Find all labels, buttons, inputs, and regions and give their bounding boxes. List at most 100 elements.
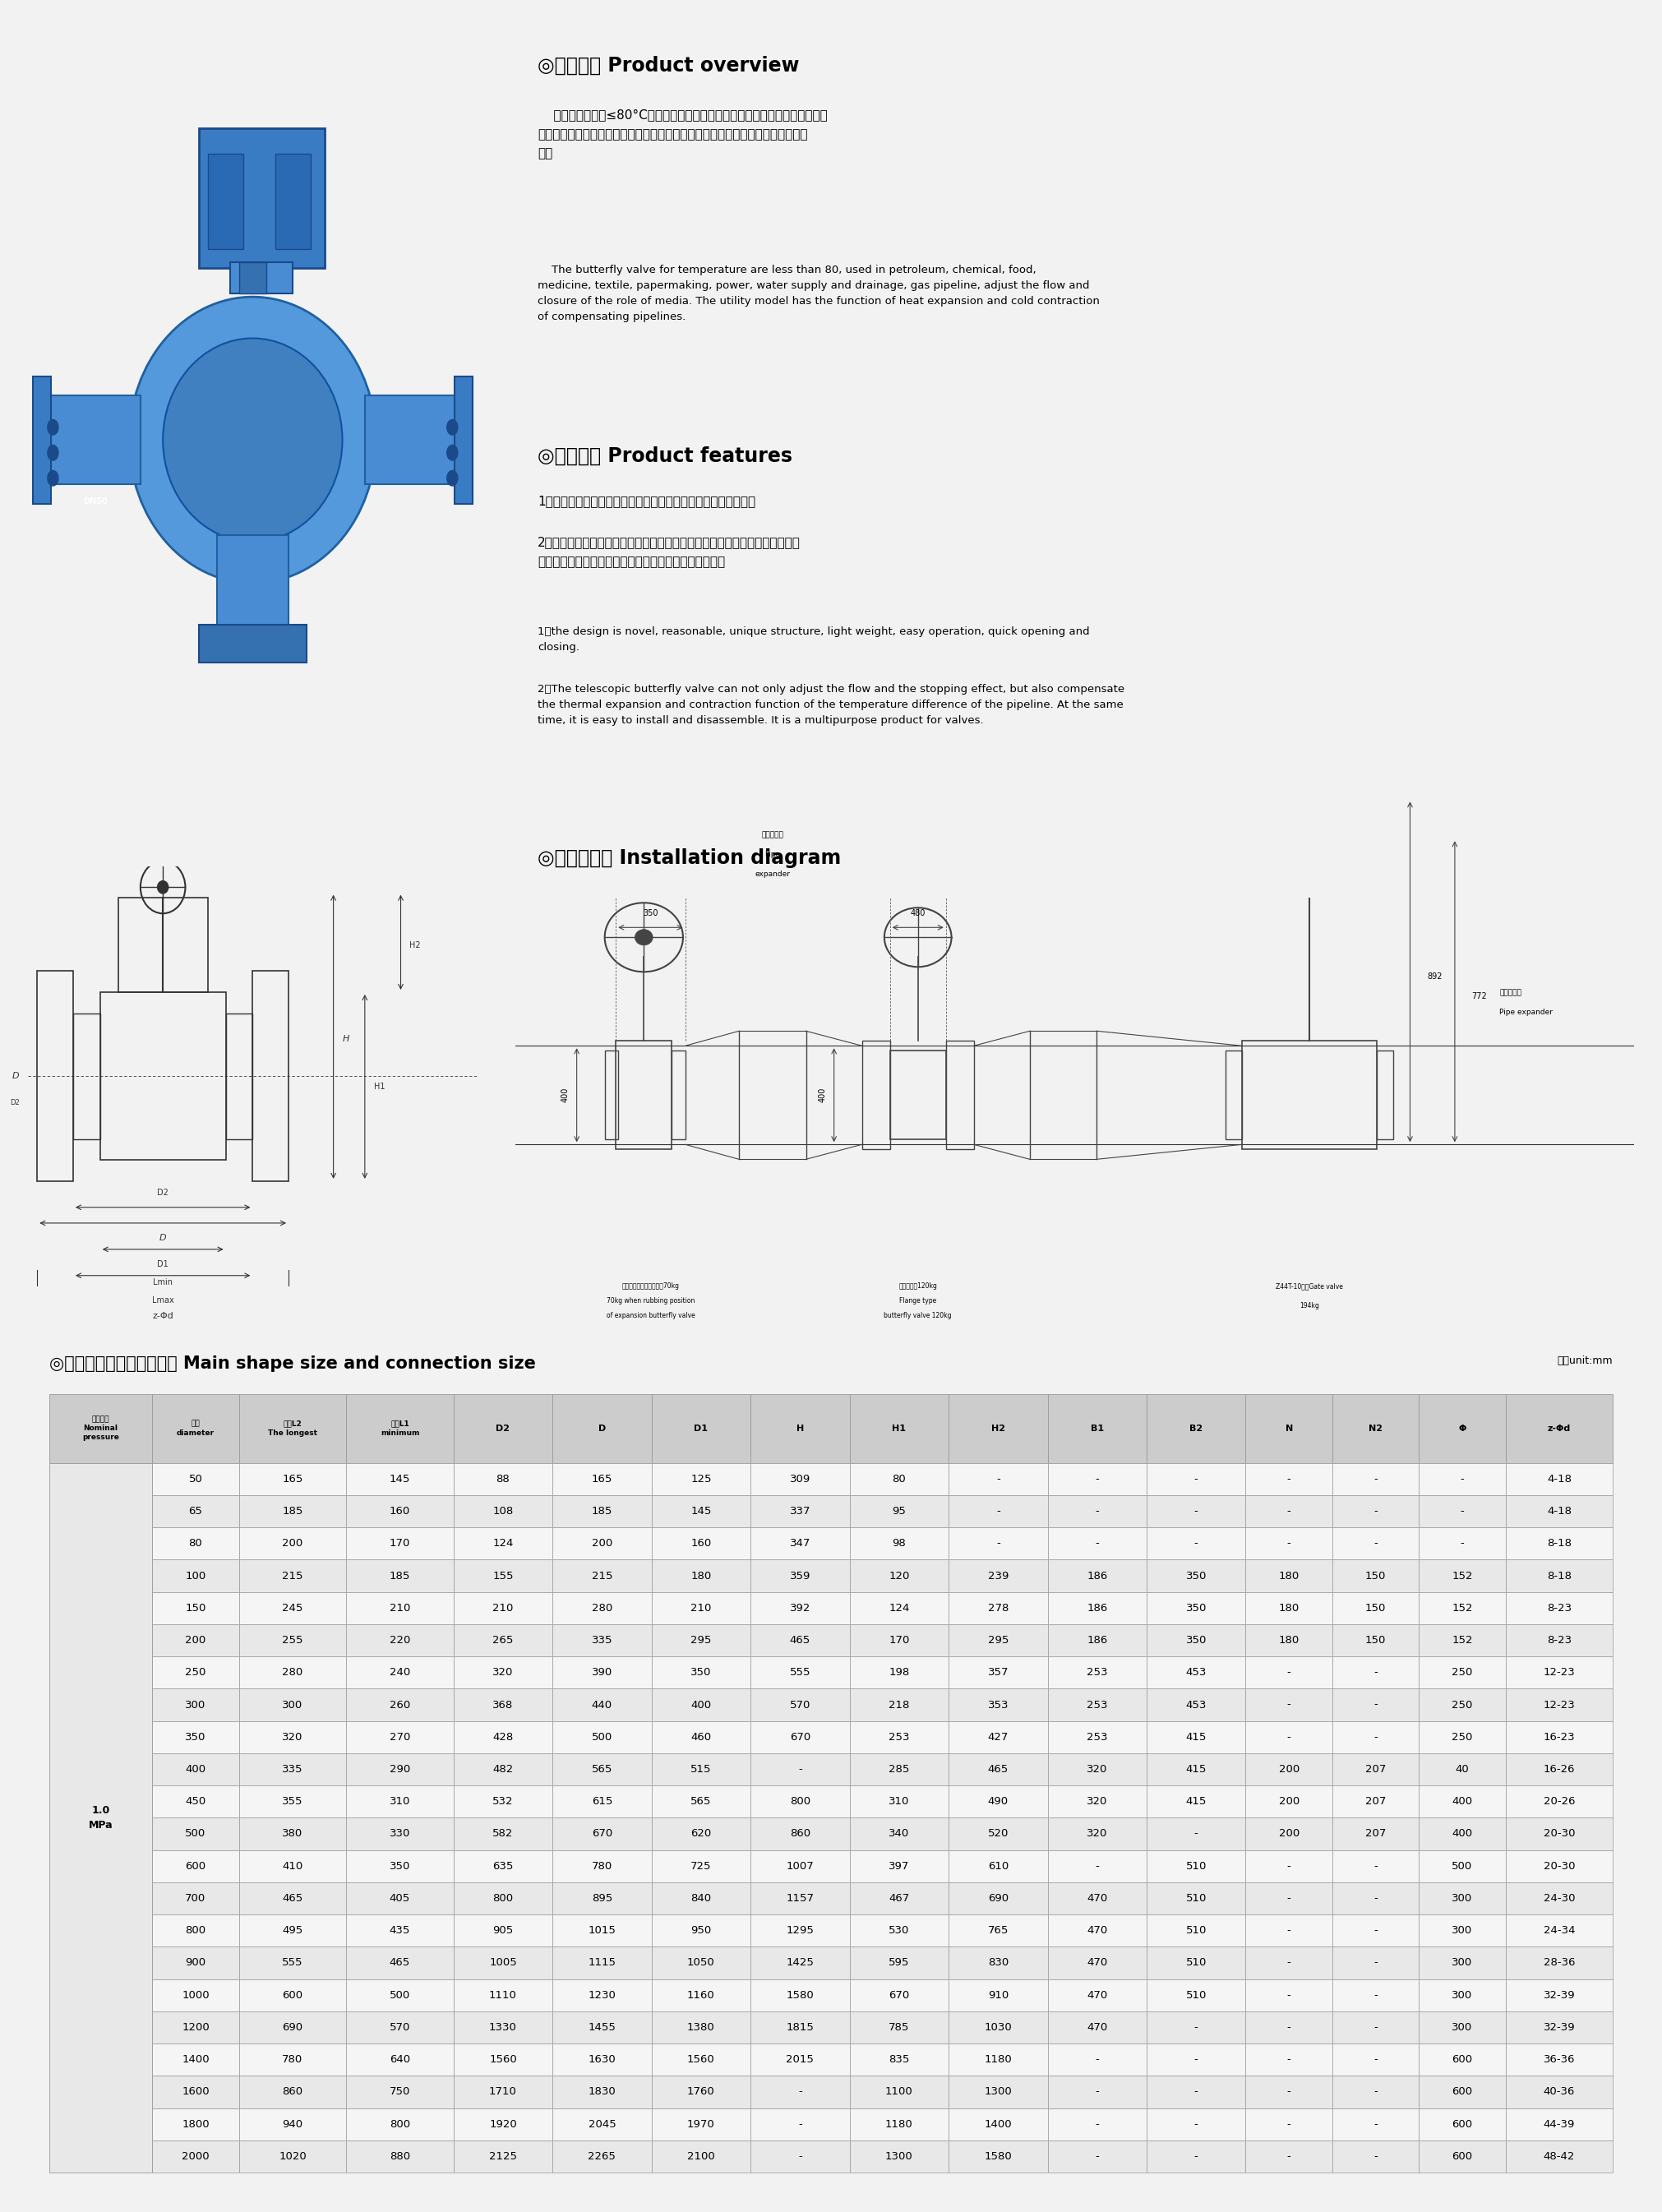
Bar xyxy=(552,1688,652,1721)
Text: ◎主要外形尺寸和连接尺寸 Main shape size and connection size: ◎主要外形尺寸和连接尺寸 Main shape size and connect… xyxy=(50,1356,535,1371)
Bar xyxy=(1245,1980,1333,2011)
Bar xyxy=(229,261,293,294)
Text: 直径
diameter: 直径 diameter xyxy=(176,1420,214,1438)
Bar xyxy=(1245,2141,1333,2172)
Bar xyxy=(751,1947,849,1980)
Text: -: - xyxy=(1286,2119,1291,2130)
Bar xyxy=(1333,1882,1419,1916)
Bar xyxy=(652,1980,751,2011)
Text: 335: 335 xyxy=(592,1635,613,1646)
Text: 145: 145 xyxy=(691,1506,711,1517)
Text: 194kg: 194kg xyxy=(1300,1303,1320,1310)
Bar xyxy=(1419,2044,1506,2075)
Bar xyxy=(849,1394,949,1462)
Bar xyxy=(751,2075,849,2108)
Text: 470: 470 xyxy=(1087,1924,1107,1936)
Text: 480: 480 xyxy=(911,909,926,918)
Text: H: H xyxy=(342,1035,349,1044)
Text: 2125: 2125 xyxy=(489,2150,517,2161)
Text: 350: 350 xyxy=(389,1860,411,1871)
Text: 515: 515 xyxy=(690,1763,711,1774)
Bar xyxy=(153,1688,239,1721)
Bar xyxy=(216,535,289,630)
Bar xyxy=(1419,1947,1506,1980)
Text: 785: 785 xyxy=(889,2022,909,2033)
Text: -: - xyxy=(1195,2022,1198,2033)
Text: -: - xyxy=(1286,1668,1291,1679)
Text: 295: 295 xyxy=(987,1635,1009,1646)
Text: 150: 150 xyxy=(184,1604,206,1613)
Text: 353: 353 xyxy=(987,1699,1009,1710)
Text: 400: 400 xyxy=(1453,1796,1473,1807)
Text: -: - xyxy=(1095,1506,1099,1517)
Bar xyxy=(454,1528,552,1559)
Text: 152: 152 xyxy=(1453,1604,1473,1613)
Bar xyxy=(552,1916,652,1947)
Bar xyxy=(42,396,141,484)
Bar xyxy=(346,1785,454,1818)
Text: 1180: 1180 xyxy=(886,2119,912,2130)
Text: Pipe expander: Pipe expander xyxy=(1499,1009,1552,1015)
Text: expander: expander xyxy=(755,872,789,878)
Bar xyxy=(1047,1916,1147,1947)
Text: 186: 186 xyxy=(1087,1571,1107,1582)
Bar xyxy=(552,2044,652,2075)
Text: 98: 98 xyxy=(892,1537,906,1548)
Bar xyxy=(1419,1495,1506,1528)
Text: 260: 260 xyxy=(389,1699,411,1710)
Text: 24-30: 24-30 xyxy=(1544,1893,1576,1905)
Text: 510: 510 xyxy=(1185,1958,1207,1969)
Bar xyxy=(239,2044,346,2075)
Bar xyxy=(153,1785,239,1818)
Bar xyxy=(153,1495,239,1528)
Bar xyxy=(253,971,289,1181)
Text: 340: 340 xyxy=(889,1829,909,1838)
Bar xyxy=(849,1688,949,1721)
Bar xyxy=(652,1495,751,1528)
Text: 600: 600 xyxy=(1453,2150,1473,2161)
Bar xyxy=(239,2108,346,2141)
Bar xyxy=(1245,1947,1333,1980)
Bar xyxy=(1506,1495,1612,1528)
Text: 253: 253 xyxy=(889,1732,909,1743)
Bar xyxy=(751,2011,849,2044)
Text: 250: 250 xyxy=(1453,1668,1473,1679)
Bar xyxy=(949,1785,1047,1818)
Bar xyxy=(751,1657,849,1688)
Bar xyxy=(1506,1528,1612,1559)
Text: 20-30: 20-30 xyxy=(1544,1860,1576,1871)
Bar xyxy=(239,2011,346,2044)
Text: 88: 88 xyxy=(497,1473,510,1484)
Text: -: - xyxy=(1195,1537,1198,1548)
Bar xyxy=(1047,1593,1147,1624)
Bar xyxy=(949,1818,1047,1849)
Bar xyxy=(153,2075,239,2108)
Bar xyxy=(652,1624,751,1657)
Bar xyxy=(346,2108,454,2141)
Bar xyxy=(454,1462,552,1495)
Text: 470: 470 xyxy=(1087,2022,1107,2033)
Bar xyxy=(1419,2141,1506,2172)
Bar xyxy=(118,898,208,993)
Text: -: - xyxy=(1374,1924,1378,1936)
Bar xyxy=(1147,1495,1245,1528)
Text: 460: 460 xyxy=(691,1732,711,1743)
Text: 1600: 1600 xyxy=(181,2086,209,2097)
Text: 453: 453 xyxy=(1185,1699,1207,1710)
Bar xyxy=(1286,779,1331,799)
Text: D: D xyxy=(598,1425,607,1433)
Text: 600: 600 xyxy=(1453,2055,1473,2066)
Bar xyxy=(1506,1818,1612,1849)
Text: 400: 400 xyxy=(1453,1829,1473,1838)
Text: 253: 253 xyxy=(1087,1732,1107,1743)
Bar xyxy=(552,2141,652,2172)
Circle shape xyxy=(447,445,457,460)
Bar xyxy=(1047,1849,1147,1882)
Text: 伸缩型蝶阀处蝶阀位置重70kg: 伸缩型蝶阀处蝶阀位置重70kg xyxy=(622,1283,680,1290)
Bar xyxy=(1147,1785,1245,1818)
Bar xyxy=(849,1882,949,1916)
Bar xyxy=(1245,1559,1333,1593)
Text: 1180: 1180 xyxy=(984,2055,1012,2066)
Text: 310: 310 xyxy=(389,1796,411,1807)
Text: 565: 565 xyxy=(592,1763,612,1774)
